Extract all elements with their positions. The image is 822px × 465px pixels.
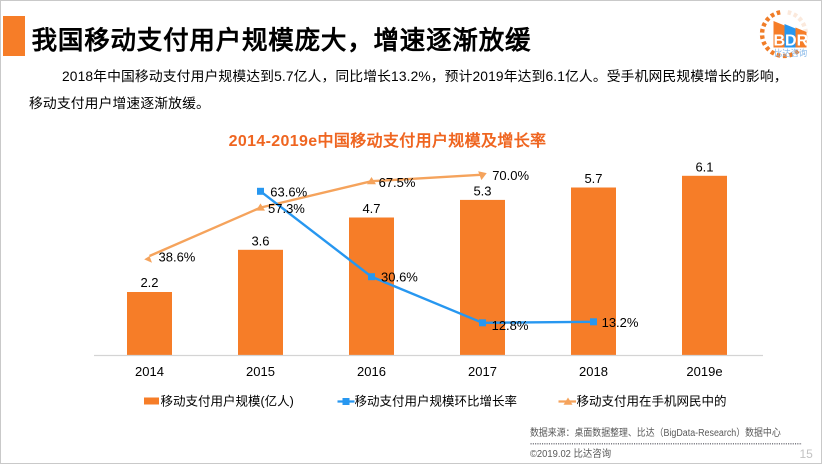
svg-text:4.7: 4.7 <box>362 201 380 216</box>
svg-text:57.3%: 57.3% <box>268 201 305 216</box>
svg-text:12.8%: 12.8% <box>492 318 529 333</box>
svg-text:2.2: 2.2 <box>140 275 158 290</box>
svg-text:5.7: 5.7 <box>584 171 602 186</box>
svg-text:70.0%: 70.0% <box>492 168 529 183</box>
svg-text:2019e: 2019e <box>686 364 722 379</box>
svg-text:13.2%: 13.2% <box>602 315 639 330</box>
svg-text:63.6%: 63.6% <box>270 185 307 200</box>
svg-text:67.5%: 67.5% <box>379 175 416 190</box>
svg-text:6.1: 6.1 <box>695 159 713 174</box>
svg-text:3.6: 3.6 <box>251 233 269 248</box>
svg-text:比达咨询: 比达咨询 <box>774 48 807 58</box>
svg-text:5.3: 5.3 <box>473 183 491 198</box>
svg-text:2018: 2018 <box>579 364 608 379</box>
svg-text:2015: 2015 <box>246 364 275 379</box>
svg-text:BDR: BDR <box>774 33 809 50</box>
svg-text:2017: 2017 <box>468 364 497 379</box>
svg-text:2014: 2014 <box>135 364 164 379</box>
svg-text:30.6%: 30.6% <box>381 270 418 285</box>
svg-text:2016: 2016 <box>357 364 386 379</box>
svg-text:移动支付用户规模(亿人): 移动支付用户规模(亿人) <box>161 394 294 409</box>
svg-text:38.6%: 38.6% <box>159 250 196 265</box>
svg-text:移动支付用户规模环比增长率: 移动支付用户规模环比增长率 <box>355 394 518 409</box>
svg-text:移动支付用在手机网民中的: 移动支付用在手机网民中的 <box>577 394 727 409</box>
